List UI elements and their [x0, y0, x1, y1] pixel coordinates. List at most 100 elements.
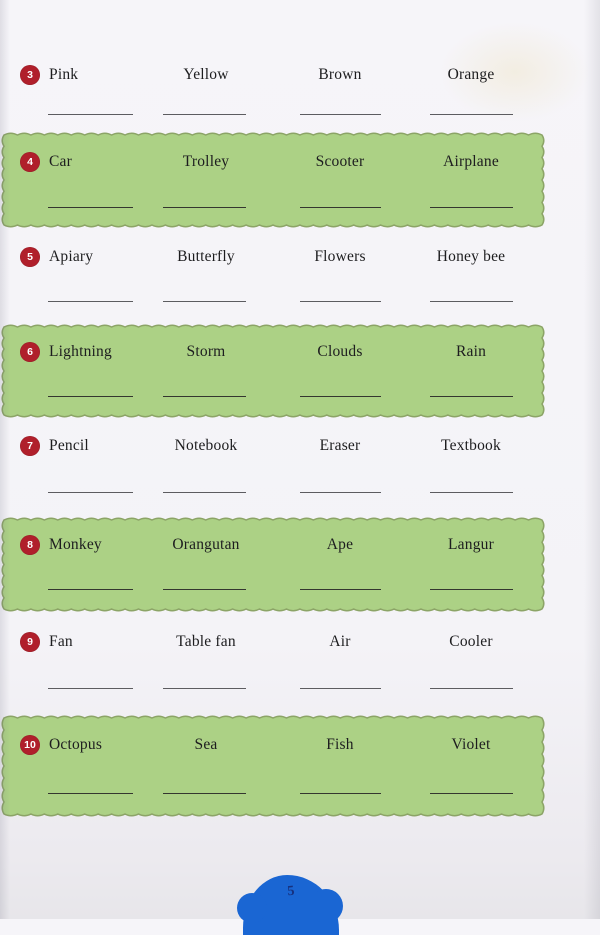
- word-cell: 3 Pink: [20, 64, 152, 86]
- row-number: 6: [27, 345, 33, 358]
- answer-blank-line: [163, 113, 246, 115]
- word-option: Trolley: [182, 153, 230, 170]
- word-option: Flowers: [314, 248, 366, 265]
- answer-blank-line: [163, 300, 246, 302]
- answer-blank-cell: [163, 282, 246, 304]
- word-option: Air: [329, 633, 351, 650]
- word-option: Sea: [194, 736, 218, 753]
- answer-line-row: [0, 282, 600, 304]
- row-number-badge: 10: [20, 735, 40, 755]
- paper-smudge: [440, 22, 590, 122]
- answer-blank-cell: [300, 473, 381, 495]
- answer-blank-cell: [163, 570, 246, 592]
- answer-blank-line: [48, 687, 133, 689]
- word-row: 8 Monkey Orangutan Ape Langur: [0, 534, 600, 556]
- word-option: Table fan: [176, 633, 236, 650]
- word-option: Car: [49, 153, 72, 170]
- row-number: 9: [27, 635, 33, 648]
- word-cell: 5 Apiary: [20, 246, 152, 268]
- word-option: Violet: [451, 736, 491, 753]
- row-number: 7: [27, 439, 33, 452]
- answer-blank-cell: [300, 377, 381, 399]
- highlight-band: [0, 323, 546, 419]
- answer-blank-cell: [300, 188, 381, 210]
- answer-blank-cell: [48, 188, 133, 210]
- answer-blank-line: [430, 113, 513, 115]
- word-cell: 7 Pencil: [20, 435, 152, 457]
- word-option: Brown: [318, 66, 362, 83]
- answer-blank-line: [163, 491, 246, 493]
- answer-blank-line: [48, 588, 133, 590]
- answer-blank-cell: [48, 473, 133, 495]
- answer-blank-cell: [48, 95, 133, 117]
- answer-blank-cell: [48, 377, 133, 399]
- word-option: Notebook: [174, 437, 238, 454]
- word-option: Yellow: [183, 66, 229, 83]
- answer-blank-cell: [163, 669, 246, 691]
- answer-blank-cell: [163, 377, 246, 399]
- word-option: Airplane: [443, 153, 499, 170]
- answer-line-row: [0, 377, 600, 399]
- word-option: Lightning: [49, 343, 112, 360]
- highlight-band: [0, 714, 546, 818]
- answer-blank-cell: [430, 669, 513, 691]
- answer-blank-cell: [300, 669, 381, 691]
- answer-blank-line: [430, 395, 513, 397]
- answer-blank-line: [300, 206, 381, 208]
- word-option: Honey bee: [436, 248, 506, 265]
- answer-blank-cell: [163, 188, 246, 210]
- answer-blank-cell: [48, 570, 133, 592]
- answer-blank-line: [163, 792, 246, 794]
- page-number-marker: 5: [237, 875, 343, 935]
- answer-blank-cell: [163, 774, 246, 796]
- answer-line-row: [0, 774, 600, 796]
- answer-blank-line: [300, 395, 381, 397]
- word-option: Rain: [455, 343, 487, 360]
- answer-line-row: [0, 95, 600, 117]
- row-number: 8: [27, 538, 33, 551]
- word-cell: 6 Lightning: [20, 341, 152, 363]
- answer-blank-cell: [430, 188, 513, 210]
- answer-blank-cell: [300, 95, 381, 117]
- row-number-badge: 8: [20, 535, 40, 555]
- answer-blank-cell: [48, 774, 133, 796]
- word-option: Pencil: [49, 437, 89, 454]
- answer-blank-line: [430, 792, 513, 794]
- word-option: Orange: [447, 66, 495, 83]
- answer-blank-line: [430, 687, 513, 689]
- wavy-border: [1, 715, 545, 817]
- row-number-badge: 4: [20, 152, 40, 172]
- answer-blank-cell: [430, 473, 513, 495]
- wavy-border: [1, 324, 545, 418]
- row-number-badge: 6: [20, 342, 40, 362]
- answer-blank-cell: [163, 95, 246, 117]
- row-number: 3: [27, 68, 33, 81]
- answer-blank-line: [300, 113, 381, 115]
- answer-blank-cell: [430, 95, 513, 117]
- word-option: Textbook: [441, 437, 501, 454]
- answer-blank-line: [163, 687, 246, 689]
- word-option: Monkey: [49, 536, 102, 553]
- answer-blank-line: [300, 792, 381, 794]
- answer-blank-cell: [300, 282, 381, 304]
- word-row: 7 Pencil Notebook Eraser Textbook: [0, 435, 600, 457]
- word-cell: 4 Car: [20, 151, 152, 173]
- answer-blank-line: [430, 588, 513, 590]
- page-number: 5: [286, 883, 296, 900]
- answer-blank-cell: [48, 282, 133, 304]
- answer-line-row: [0, 188, 600, 210]
- answer-blank-line: [163, 395, 246, 397]
- highlight-band: [0, 131, 546, 229]
- row-number-badge: 3: [20, 65, 40, 85]
- answer-blank-line: [300, 588, 381, 590]
- row-number-badge: 9: [20, 632, 40, 652]
- answer-line-row: [0, 669, 600, 691]
- answer-blank-cell: [300, 570, 381, 592]
- row-number: 10: [24, 738, 36, 751]
- row-number: 5: [27, 250, 33, 263]
- answer-line-row: [0, 473, 600, 495]
- answer-blank-cell: [48, 669, 133, 691]
- answer-blank-line: [48, 206, 133, 208]
- answer-blank-cell: [430, 774, 513, 796]
- answer-blank-cell: [163, 473, 246, 495]
